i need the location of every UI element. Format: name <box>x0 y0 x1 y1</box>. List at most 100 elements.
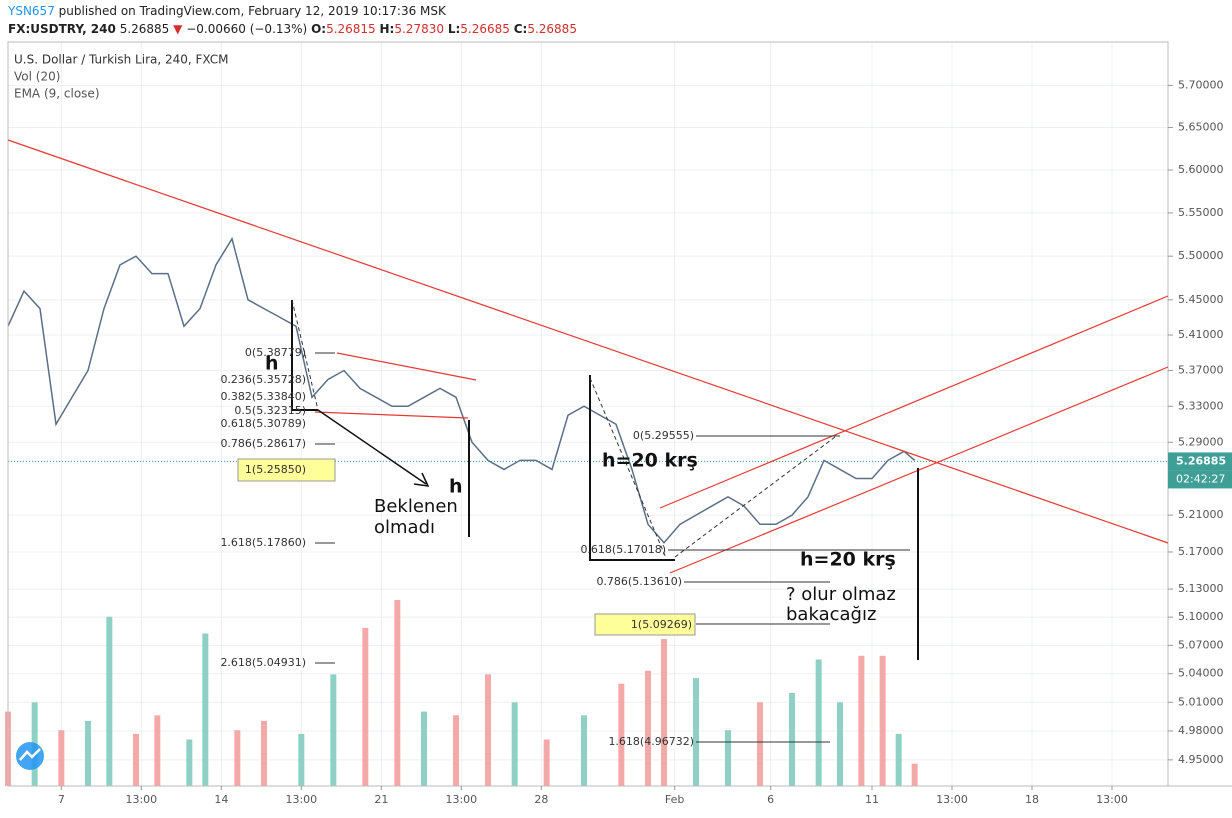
x-tick-label: 11 <box>865 793 879 806</box>
volume-bar <box>330 674 337 786</box>
legend-item: Vol (20) <box>14 70 60 84</box>
fib-label: 1(5.09269) <box>631 618 692 631</box>
y-tick-label: 5.10000 <box>1178 610 1224 623</box>
published: published on TradingView.com, February 1… <box>58 4 446 18</box>
fib-levels <box>315 352 910 743</box>
fib-label: 1(5.25850) <box>245 463 306 476</box>
trend-line <box>659 295 1169 509</box>
x-tick-label: 13:00 <box>445 793 477 806</box>
note: h <box>265 353 279 375</box>
price-line <box>7 236 916 544</box>
measure <box>291 300 318 411</box>
volume-bar <box>298 733 305 786</box>
y-tick-label: 5.07000 <box>1178 638 1224 651</box>
y-tick-label: 5.37000 <box>1178 364 1224 377</box>
fib-label: 0.786(5.13610) <box>596 575 682 588</box>
x-tick-label: 14 <box>214 793 228 806</box>
volume-bar <box>453 715 459 786</box>
last: 5.26885 <box>119 22 170 36</box>
ohlc-value: 5.26685 <box>460 22 510 36</box>
volume-bar <box>618 683 625 786</box>
fib-box <box>594 613 696 636</box>
legend-item: U.S. Dollar / Turkish Lira, 240, FXCM <box>14 53 229 67</box>
dash <box>291 299 319 411</box>
y-tick-label: 5.65000 <box>1178 121 1224 134</box>
trend-line <box>7 139 1169 544</box>
ohlc-key: C: <box>513 22 528 36</box>
x-tick-label: 7 <box>58 793 65 806</box>
volume-bar <box>261 720 267 786</box>
fib-dashes <box>291 299 836 559</box>
fib-label: 0(5.29555) <box>633 429 694 442</box>
measure <box>589 375 675 561</box>
ohlc-key: H: <box>379 22 395 36</box>
volume-bar <box>895 733 902 786</box>
ohlc-key: L: <box>447 22 461 36</box>
y-tick-label: 5.21000 <box>1178 508 1224 521</box>
y-tick-label: 5.45000 <box>1178 293 1224 306</box>
volume-bar <box>815 659 822 786</box>
fib-label: 0.786(5.28617) <box>220 437 306 450</box>
volume-bar <box>693 678 699 786</box>
symbol-line: FX:USDTRY, 240 5.26885 ▼ −0.00660 (−0.13… <box>8 22 577 36</box>
volume-bar <box>858 655 865 786</box>
arrow: ▼ <box>173 22 183 36</box>
dash <box>674 436 836 558</box>
volume-bar <box>837 702 843 786</box>
fib-label: 2.618(5.04931) <box>220 656 306 669</box>
logo-mark <box>19 748 41 761</box>
x-tick-label: 28 <box>534 793 548 806</box>
note: bakacağız <box>786 604 876 625</box>
y-tick-label: 5.29000 <box>1178 435 1224 448</box>
y-tick-label: 4.98000 <box>1178 724 1224 737</box>
note: ? olur olmaz <box>786 584 896 605</box>
volume-bar <box>511 702 518 786</box>
volume-bar <box>725 730 731 786</box>
x-tick-label: 13:00 <box>936 793 968 806</box>
x-tick-label: 13:00 <box>285 793 317 806</box>
author[interactable]: YSN657 <box>8 4 55 18</box>
fib-label: 0.236(5.35728) <box>220 373 306 386</box>
arrow-head <box>413 472 430 487</box>
x-tick-label: Feb <box>665 793 684 806</box>
volume-bar <box>186 739 193 786</box>
x-tick-label: 18 <box>1025 793 1039 806</box>
fib-label: 0.618(5.17018) <box>580 543 666 556</box>
ohlc-key: O: <box>311 22 327 36</box>
volume-bar <box>421 711 427 786</box>
volume-bar <box>543 739 550 786</box>
volume-bar <box>581 715 587 786</box>
fib-label: 0(5.38779) <box>245 346 306 359</box>
x-tick-label: 13:00 <box>1096 793 1128 806</box>
note: h <box>449 476 463 498</box>
arrow-line <box>317 409 427 485</box>
volume-bar <box>106 616 113 786</box>
y-tick-label: 5.70000 <box>1178 78 1224 91</box>
volume-bar <box>234 730 241 786</box>
y-tick-label: 5.50000 <box>1178 249 1224 262</box>
ohlc-value: 5.26815 <box>326 22 376 36</box>
ohlc-value: 5.27830 <box>394 22 444 36</box>
volume-bar <box>85 720 91 786</box>
trend-line <box>336 352 477 381</box>
header-line: YSN657 published on TradingView.com, Feb… <box>8 4 446 18</box>
measure-lines <box>291 300 919 660</box>
trend-line <box>314 411 469 419</box>
volume <box>5 600 918 786</box>
fib-label: 1.618(5.17860) <box>220 536 306 549</box>
grid <box>8 42 1168 786</box>
y-tick-label: 4.95000 <box>1178 753 1224 766</box>
x-tick-label: 6 <box>767 793 774 806</box>
fib-label: 1.618(4.96732) <box>608 735 694 748</box>
y-tick-label: 5.41000 <box>1178 328 1224 341</box>
note: olmadı <box>374 517 435 538</box>
y-tick-label: 5.01000 <box>1178 695 1224 708</box>
last-price-label: 5.26885 <box>1176 454 1226 467</box>
countdown: 02:42:27 <box>1176 472 1225 485</box>
x-tick-label: 21 <box>374 793 388 806</box>
symbol: FX:USDTRY, 240 <box>8 22 116 36</box>
trend-lines <box>7 139 1169 574</box>
y-tick-label: 5.17000 <box>1178 545 1224 558</box>
plot-frame <box>7 41 1169 787</box>
